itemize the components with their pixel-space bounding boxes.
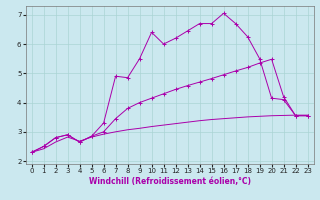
X-axis label: Windchill (Refroidissement éolien,°C): Windchill (Refroidissement éolien,°C): [89, 177, 251, 186]
